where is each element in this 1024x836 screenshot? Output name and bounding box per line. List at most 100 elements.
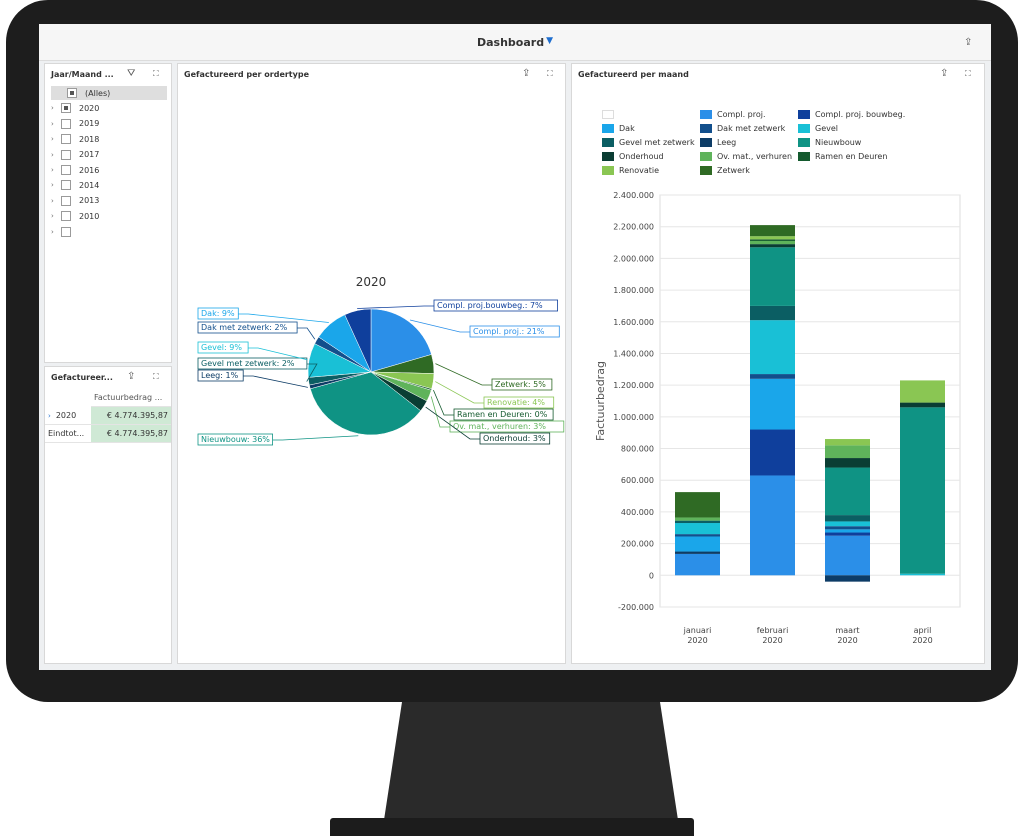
bar-segment[interactable] — [825, 515, 870, 522]
legend-entry[interactable]: Nieuwbouw — [798, 138, 861, 147]
legend-entry[interactable]: Gevel — [798, 124, 838, 133]
bar-segment[interactable] — [900, 402, 945, 408]
bar-segment[interactable] — [750, 244, 795, 248]
expand-chevron-icon[interactable]: › — [51, 135, 54, 144]
grid-value-cell[interactable]: € 4.774.395,87 — [91, 407, 171, 425]
bar-segment[interactable] — [825, 532, 870, 536]
legend-entry[interactable]: Ov. mat., verhuren — [700, 152, 792, 161]
legend-entry[interactable]: Dak met zetwerk — [700, 124, 785, 133]
export-icon[interactable]: ⇪ — [964, 37, 973, 48]
filter-item[interactable]: › 2010 — [51, 209, 161, 223]
bar-segment[interactable] — [900, 573, 945, 576]
filter-item[interactable]: (Alles) — [51, 86, 167, 100]
bar-segment[interactable] — [750, 305, 795, 321]
expand-chevron-icon[interactable]: › — [51, 104, 54, 113]
clear-filter-icon[interactable]: ⛛ — [127, 68, 136, 79]
bar-segment[interactable] — [750, 475, 795, 576]
grid-total-value[interactable]: € 4.774.395,87 — [91, 425, 171, 443]
filter-checkbox[interactable] — [61, 226, 71, 237]
legend-entry[interactable]: Compl. proj. bouwbeg. — [798, 110, 905, 119]
export-icon[interactable]: ⇪ — [127, 371, 136, 382]
bar-segment[interactable] — [750, 378, 795, 430]
filter-item[interactable]: › 2014 — [51, 178, 161, 192]
expand-chevron-icon[interactable]: › — [51, 212, 54, 221]
filter-checkbox[interactable] — [61, 180, 71, 191]
pie-slice[interactable] — [370, 308, 432, 373]
expand-chevron-icon[interactable]: › — [51, 166, 54, 174]
pie-chart[interactable]: 2020 Compl. proj.: 21% Zetwerk: 5% Renovati… — [178, 64, 565, 663]
filter-item[interactable]: › 2019 — [51, 117, 161, 131]
legend-entry[interactable]: Compl. proj. — [700, 110, 766, 119]
dashboard-screen: Dashboard ▼ ⇪ Jaar/Maand ... ⛛ ⛶ (Alles) ›… — [39, 24, 991, 670]
legend-entry[interactable]: Leeg — [700, 138, 736, 147]
bar-segment[interactable] — [750, 225, 795, 237]
bar-segment[interactable] — [825, 535, 870, 576]
filter-item[interactable]: › 2020 — [51, 101, 161, 115]
filter-item[interactable]: › 2017 — [51, 148, 161, 162]
filter-checkbox[interactable] — [67, 88, 77, 98]
expand-chevron-icon[interactable]: › — [51, 227, 54, 236]
bar-segment[interactable] — [750, 239, 795, 241]
bar-segment[interactable] — [825, 521, 870, 527]
filter-checkbox[interactable] — [61, 195, 71, 206]
pie-slice[interactable] — [309, 371, 422, 436]
maximize-icon[interactable]: ⛶ — [153, 372, 159, 381]
bar-segment[interactable] — [675, 523, 720, 535]
expand-chevron-icon[interactable]: › — [51, 150, 54, 159]
bar-segment[interactable] — [750, 320, 795, 375]
bar-segment[interactable] — [675, 553, 720, 576]
legend-entry[interactable]: Zetwerk — [700, 166, 750, 175]
bar-segment[interactable] — [675, 517, 720, 521]
filter-checkbox[interactable] — [61, 103, 71, 114]
filter-item[interactable]: › 2018 — [51, 132, 161, 146]
export-icon[interactable]: ⇪ — [522, 68, 531, 79]
bar-segment[interactable] — [825, 575, 870, 582]
legend-entry[interactable]: Dak — [602, 124, 635, 133]
bar-segment[interactable] — [675, 536, 720, 552]
bar-segment[interactable] — [825, 526, 870, 530]
bar-segment[interactable] — [750, 429, 795, 476]
filter-item[interactable]: › 2016 — [51, 163, 161, 177]
maximize-icon[interactable]: ⛶ — [965, 69, 971, 78]
filter-checkbox[interactable] — [61, 149, 71, 160]
grid-column-header[interactable]: Factuurbedrag ... — [91, 389, 171, 407]
legend-entry[interactable]: Gevel met zetwerk — [602, 138, 695, 147]
bar-segment[interactable] — [825, 467, 870, 516]
legend-entry[interactable]: Onderhoud — [602, 152, 664, 161]
bar-segment[interactable] — [675, 520, 720, 524]
bar-segment[interactable] — [675, 534, 720, 537]
legend-entry[interactable]: Renovatie — [602, 166, 659, 175]
expand-row-icon[interactable]: › — [48, 411, 51, 420]
bar-segment[interactable] — [900, 407, 945, 574]
bar-segment[interactable] — [750, 240, 795, 245]
bar-chart[interactable]: -200.000 0 200.000 400.000 600.000 800.000 1.0… — [572, 64, 984, 663]
bar-segment[interactable] — [825, 529, 870, 533]
bar-segment[interactable] — [750, 236, 795, 240]
legend-entry[interactable] — [602, 110, 619, 119]
bar-segment[interactable] — [750, 247, 795, 306]
bar-segment[interactable] — [675, 551, 720, 554]
pie-slice[interactable] — [344, 308, 372, 373]
grid-total-label[interactable]: Eindtot... — [45, 425, 91, 443]
bar-segment[interactable] — [750, 374, 795, 379]
bar-segment[interactable] — [825, 458, 870, 468]
expand-chevron-icon[interactable]: › — [51, 181, 54, 190]
filter-funnel-icon[interactable]: ▼ — [546, 36, 553, 46]
filter-item[interactable]: › 2013 — [51, 194, 161, 208]
legend-entry[interactable]: Ramen en Deuren — [798, 152, 887, 161]
bar-segment[interactable] — [900, 380, 945, 403]
maximize-icon[interactable]: ⛶ — [547, 69, 553, 78]
bar-segment[interactable] — [825, 445, 870, 459]
filter-checkbox[interactable] — [61, 211, 71, 222]
filter-checkbox[interactable] — [61, 118, 71, 129]
expand-chevron-icon[interactable]: › — [51, 196, 54, 205]
filter-checkbox[interactable] — [61, 165, 71, 175]
export-icon[interactable]: ⇪ — [940, 68, 949, 79]
maximize-icon[interactable]: ⛶ — [153, 69, 159, 78]
expand-chevron-icon[interactable]: › — [51, 119, 54, 128]
bar-segment[interactable] — [825, 439, 870, 446]
filter-item[interactable]: › — [51, 225, 161, 239]
grid-row-header[interactable]: › 2020 — [45, 407, 91, 425]
bar-segment[interactable] — [675, 492, 720, 518]
filter-checkbox[interactable] — [61, 134, 71, 145]
